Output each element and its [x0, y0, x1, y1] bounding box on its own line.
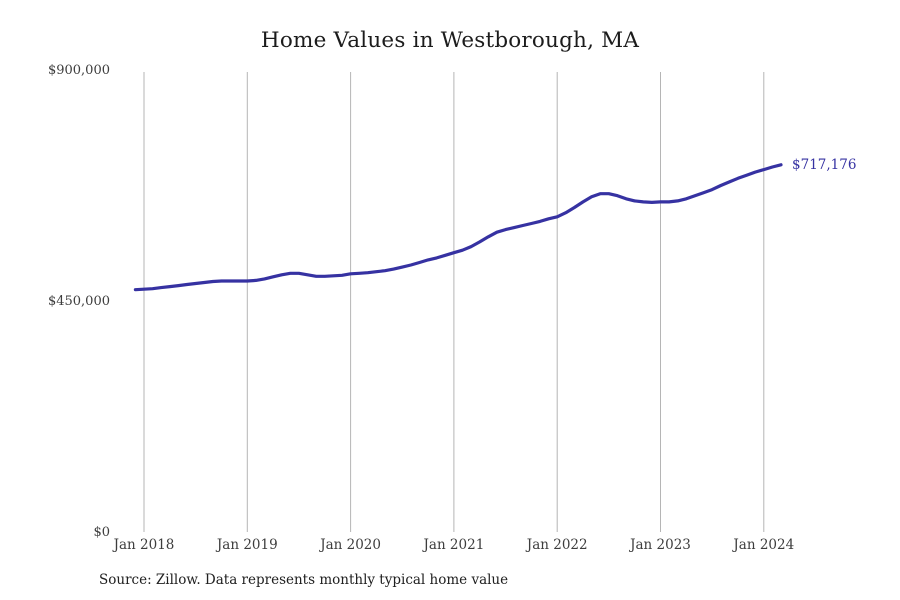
- gridlines: [143, 72, 765, 532]
- y-axis-tick-label: $0: [93, 525, 110, 540]
- chart-title: Home Values in Westborough, MA: [260, 28, 640, 53]
- y-axis-tick-label: $450,000: [47, 294, 110, 309]
- y-axis-tick-label: $900,000: [47, 63, 110, 78]
- home-value-line: [133, 163, 783, 292]
- x-axis-tick-label: Jan 2021: [423, 537, 485, 553]
- x-axis-tick-label: Jan 2020: [320, 537, 381, 553]
- x-axis-tick-label: Jan 2022: [526, 537, 588, 553]
- x-axis-tick-label: Jan 2018: [113, 537, 175, 553]
- x-axis-tick-label: Jan 2023: [630, 537, 691, 553]
- y-axis: $900,000 $450,000 $0: [0, 0, 110, 600]
- x-axis-tick-label: Jan 2024: [733, 537, 795, 553]
- end-value-label: $717,176: [792, 156, 857, 173]
- source-note: Source: Zillow. Data represents monthly …: [99, 572, 509, 588]
- x-axis-tick-label: Jan 2019: [216, 537, 278, 553]
